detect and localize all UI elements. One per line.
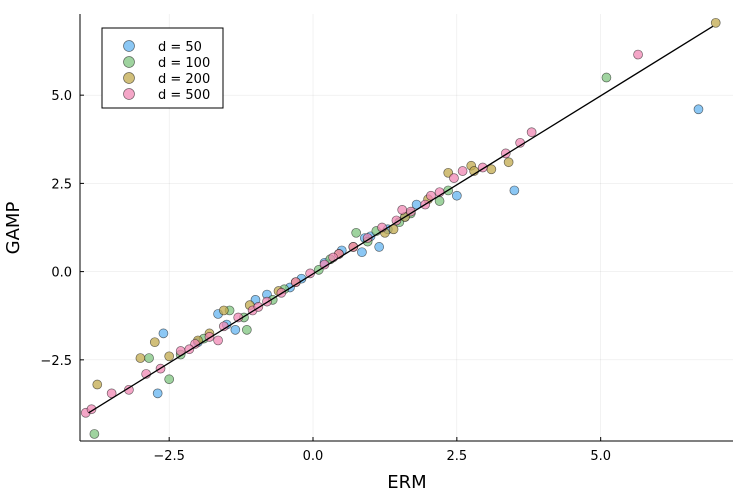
data-point (391, 215, 402, 226)
x-axis-title: ERM (387, 472, 426, 493)
y-axis-title: GAMP (3, 202, 24, 255)
legend-label: d = 100 (158, 56, 210, 71)
legend-marker (123, 56, 135, 68)
data-point (164, 351, 175, 362)
data-point (135, 353, 146, 363)
data-point (449, 173, 459, 183)
legend-label: d = 500 (158, 88, 210, 103)
data-point (89, 429, 100, 439)
y-tick-label: 0.0 (51, 266, 72, 281)
reference-line (88, 25, 714, 414)
data-point (457, 166, 468, 176)
data-point (693, 104, 704, 115)
data-point (357, 247, 367, 258)
data-point (451, 190, 462, 201)
y-tick-label: −2.5 (40, 354, 72, 369)
legend-marker (123, 40, 135, 52)
data-point (213, 335, 223, 346)
data-point (144, 353, 154, 363)
x-tick-label: 0.0 (303, 449, 324, 464)
identity-line (88, 25, 714, 414)
y-tick-label: 2.5 (51, 177, 72, 192)
data-point (86, 404, 97, 415)
legend-label: d = 50 (158, 40, 202, 55)
x-tick-label: 5.0 (590, 449, 611, 464)
legend-label: d = 200 (158, 72, 210, 87)
data-point (374, 242, 385, 252)
data-point (633, 49, 643, 60)
series-d-50 (152, 104, 704, 399)
data-point (164, 374, 175, 385)
data-point (149, 337, 160, 348)
tick-labels: −2.5 0.0 2.5 5.0 −2.5 0.0 2.5 5.0 (40, 89, 611, 464)
data-point (397, 205, 408, 215)
data-point (509, 185, 520, 196)
data-point (158, 328, 169, 339)
y-tick-label: 5.0 (51, 89, 72, 104)
data-point (601, 72, 612, 83)
data-point (124, 384, 134, 395)
data-point (241, 324, 252, 335)
legend-box (101, 27, 224, 109)
data-point (710, 17, 721, 28)
x-tick-label: −2.5 (153, 449, 185, 464)
legend-marker (123, 72, 135, 84)
data-points (80, 17, 721, 439)
grid-lines (80, 14, 733, 441)
data-point (92, 379, 103, 390)
data-point (526, 127, 537, 138)
x-tick-label: 2.5 (446, 449, 467, 464)
series-d-500 (80, 49, 643, 418)
data-point (152, 388, 163, 399)
axes (79, 14, 733, 442)
data-point (351, 227, 362, 238)
legend-marker (123, 88, 135, 100)
data-point (362, 233, 373, 243)
data-point (230, 324, 241, 335)
data-point (218, 305, 229, 316)
data-point (503, 157, 514, 168)
